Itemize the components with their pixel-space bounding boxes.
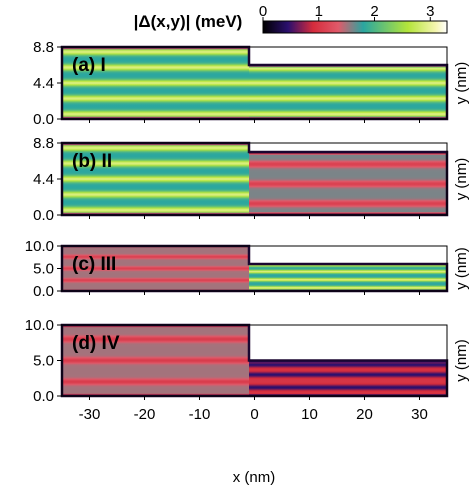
left-lead-region (62, 47, 249, 119)
panel-b: 0.0 4.4 8.8 (b) II y (nm) (33, 135, 470, 224)
y-axis-label: y (nm) (453, 158, 470, 201)
x-axis: -30 -20 -10 0 10 20 30 (79, 406, 428, 423)
colorbar-tick-label: 2 (370, 3, 378, 20)
left-lead-region (62, 143, 249, 215)
panel-title: (b) II (72, 151, 112, 172)
panel-c: 0.0 5.0 10.0 (c) III y (nm) (25, 238, 470, 300)
x-tick-label: 20 (356, 406, 373, 423)
panel-title: (a) I (72, 55, 106, 76)
colorbar-tick-label: 0 (259, 3, 267, 20)
y-tick-label: 8.8 (33, 135, 54, 152)
y-tick-label: 10.0 (25, 238, 54, 255)
panel-title: (d) IV (72, 333, 120, 354)
panel-d: 0.0 5.0 10.0 (d) IV y (nm) (25, 317, 470, 405)
y-tick-label: 5.0 (33, 261, 54, 278)
left-lead-region (62, 325, 249, 396)
y-tick-label: 0.0 (33, 283, 54, 300)
colorbar (262, 20, 448, 34)
panel-title: (c) III (72, 254, 116, 275)
x-tick-label: -10 (189, 406, 211, 423)
y-tick-label: 0.0 (33, 111, 54, 128)
y-tick-label: 0.0 (33, 207, 54, 224)
right-lead-region (249, 152, 447, 215)
colorbar-tick-label: 1 (315, 3, 323, 20)
colorbar-label: |Δ(x,y)| (meV) (134, 12, 243, 31)
panels: 0.0 4.4 8.8 (a) I y (nm) 0.0 4.4 8.8 (b) II y (nm… (25, 39, 470, 405)
right-lead-region (249, 264, 447, 291)
x-tick-label: 30 (411, 406, 428, 423)
colorbar-tick-label: 3 (426, 3, 434, 20)
y-tick-label: 5.0 (33, 353, 54, 370)
x-axis-label: x (nm) (233, 469, 276, 486)
y-axis-label: y (nm) (453, 62, 470, 105)
right-lead-region (249, 360, 447, 396)
colorbar-ticks: 0 1 2 3 (259, 3, 434, 21)
x-tick-label: 10 (301, 406, 318, 423)
y-tick-label: 4.4 (33, 171, 54, 188)
x-tick-label: -20 (134, 406, 156, 423)
left-lead-region (62, 246, 249, 291)
x-tick-label: 0 (250, 406, 258, 423)
right-lead-region (249, 65, 447, 119)
y-tick-label: 8.8 (33, 39, 54, 56)
y-axis-label: y (nm) (453, 339, 470, 382)
panel-a: 0.0 4.4 8.8 (a) I y (nm) (33, 39, 470, 128)
y-tick-label: 4.4 (33, 75, 54, 92)
y-tick-label: 10.0 (25, 317, 54, 334)
y-axis-label: y (nm) (453, 247, 470, 290)
y-tick-label: 0.0 (33, 388, 54, 405)
x-tick-label: -30 (79, 406, 101, 423)
